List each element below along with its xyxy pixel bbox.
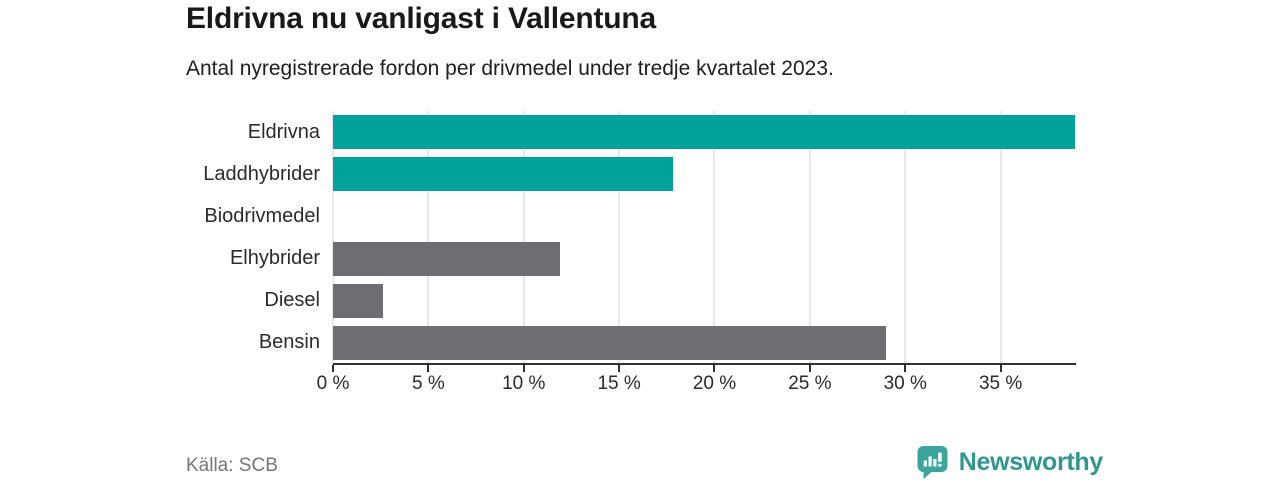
gridline	[808, 111, 811, 363]
x-axis-tick-label: 5 %	[411, 373, 445, 394]
category-label-diesel: Diesel	[264, 289, 320, 312]
gridline	[522, 111, 525, 363]
chart-subtitle: Antal nyregistrerade fordon per drivmede…	[186, 57, 834, 80]
gridline	[427, 111, 430, 363]
category-label-bensin: Bensin	[258, 331, 320, 354]
gridline	[999, 111, 1002, 363]
x-axis-line	[333, 363, 1076, 365]
x-axis-tick-label: 30 %	[883, 373, 927, 394]
category-label-eldrivna: Eldrivna	[247, 120, 320, 143]
bar-diesel	[333, 283, 383, 318]
category-label-laddhybrider: Laddhybrider	[203, 162, 320, 185]
x-axis-tick	[332, 365, 334, 372]
x-axis-tick	[427, 365, 430, 372]
chart-title: Eldrivna nu vanligast i Vallentuna	[186, 2, 656, 35]
category-label-elhybrider: Elhybrider	[229, 247, 320, 270]
x-axis-tick	[999, 365, 1002, 372]
x-axis-tick-label: 25 %	[788, 373, 832, 394]
x-axis-tick-label: 35 %	[978, 373, 1023, 394]
bar-laddhybrider	[333, 157, 673, 192]
brand-wordmark: Newsworthy	[958, 447, 1104, 476]
x-axis-tick	[904, 365, 907, 372]
x-axis-tick	[713, 365, 716, 372]
brand-logo: Newsworthy	[915, 444, 1103, 480]
category-label-biodrivmedel: Biodrivmedel	[204, 204, 320, 227]
source-note: Källa: SCB	[186, 455, 278, 476]
gridline	[904, 111, 907, 363]
x-axis-tick-label: 20 %	[692, 373, 737, 394]
gridline	[713, 111, 716, 363]
gridline	[618, 111, 621, 363]
x-axis-tick	[618, 365, 621, 372]
x-axis-tick	[522, 365, 525, 372]
x-axis-tick-label: 0 %	[316, 373, 350, 394]
x-axis-tick	[808, 365, 811, 372]
bar-elhybrider	[333, 241, 560, 276]
x-axis-tick-label: 15 %	[597, 373, 641, 394]
bar-bensin	[333, 325, 887, 360]
x-axis-tick-label: 10 %	[502, 373, 546, 394]
bar-eldrivna	[333, 115, 1075, 150]
gridline	[332, 111, 334, 363]
newsworthy-chart-pin-icon	[915, 444, 950, 480]
